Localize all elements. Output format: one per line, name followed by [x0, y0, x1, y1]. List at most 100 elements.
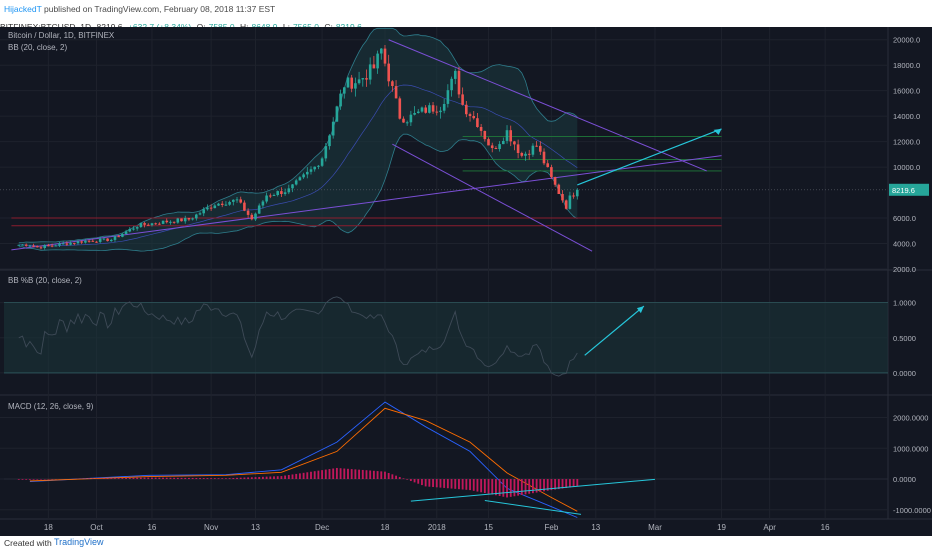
candle-body	[446, 90, 450, 104]
candle-body	[306, 171, 309, 175]
chart-svg[interactable]: 18 Oct 16 Nov 13 Dec 18 2018 15 Feb 13 Mar 19 Apr 16 20…	[0, 27, 932, 536]
bbb-line	[18, 296, 578, 377]
candle-body	[24, 244, 28, 246]
x-tick-label: 13	[251, 523, 260, 532]
candle-body	[224, 204, 228, 206]
candle-body	[520, 153, 524, 156]
candle-body	[269, 195, 272, 197]
macd-trend-line	[484, 500, 582, 515]
author-link[interactable]: HijackedT	[4, 4, 42, 14]
candle-body	[39, 247, 43, 249]
x-tick-label: Feb	[545, 523, 559, 532]
axis-layer: 18 Oct 16 Nov 13 Dec 18 2018 15 Feb 13 Mar 19 Apr 16 20…	[44, 36, 931, 532]
candle-body	[50, 245, 54, 247]
candle-body	[531, 145, 535, 155]
candle-body	[220, 203, 224, 205]
candle-body	[387, 63, 390, 82]
projection-arrow	[577, 128, 722, 186]
candle-body	[113, 236, 117, 240]
candle-body	[239, 199, 242, 203]
x-tick-label: 2018	[428, 523, 446, 532]
macd-line	[29, 401, 578, 518]
candle-body	[383, 48, 387, 64]
candle-body	[468, 114, 472, 116]
y-tick-label: 12000.0	[893, 138, 920, 147]
candle-body	[405, 122, 409, 124]
candle-body	[158, 223, 161, 225]
candle-body	[121, 234, 124, 237]
y-tick-label: 18000.0	[893, 61, 920, 70]
macd-pane	[4, 401, 888, 518]
candle-body	[428, 105, 431, 113]
candle-body	[431, 105, 435, 112]
bollinger-upper	[18, 27, 578, 244]
candle-body	[32, 245, 35, 247]
candle-body	[183, 218, 187, 222]
candle-body	[476, 118, 479, 127]
x-tick-label: Dec	[315, 523, 329, 532]
candle-body	[195, 214, 198, 219]
candle-body	[235, 199, 239, 201]
candle-body	[265, 195, 268, 202]
candle-body	[372, 64, 376, 69]
candle-body	[69, 242, 72, 245]
bollinger-basis	[18, 84, 578, 247]
candle-body	[435, 111, 439, 113]
tradingview-logo[interactable]: TradingView	[54, 537, 104, 547]
last-price-label: 8219.6	[892, 186, 915, 195]
chart-area[interactable]: 18 Oct 16 Nov 13 Dec 18 2018 15 Feb 13 Mar 19 Apr 16 20…	[0, 27, 932, 536]
candle-body	[287, 188, 291, 193]
candle-body	[65, 243, 69, 245]
candle-body	[324, 146, 328, 159]
candle-body	[198, 213, 202, 215]
candle-body	[206, 207, 209, 210]
signal-line	[29, 407, 578, 512]
candle-body	[80, 241, 83, 243]
published-text: published on TradingView.com, February 0…	[41, 4, 276, 14]
candle-body	[479, 127, 483, 131]
price-title: Bitcoin / Dollar, 1D, BITFINEX	[8, 31, 115, 40]
candle-body	[524, 153, 527, 156]
x-tick-label: 18	[381, 523, 390, 532]
x-tick-label: 19	[717, 523, 726, 532]
bollinger-lower	[18, 133, 578, 252]
candle-body	[213, 205, 217, 209]
candle-body	[357, 79, 361, 84]
candle-body	[154, 223, 157, 225]
x-tick-label: 13	[591, 523, 600, 532]
candle-body	[313, 166, 316, 170]
candle-body	[117, 236, 120, 238]
candle-body	[564, 200, 568, 209]
x-tick-label: 15	[484, 523, 493, 532]
candle-body	[58, 243, 61, 246]
candle-body	[417, 111, 420, 113]
candle-body	[294, 180, 298, 185]
candle-body	[98, 238, 102, 242]
candle-body	[102, 238, 106, 240]
candle-body	[276, 191, 279, 195]
price-pane	[0, 27, 888, 252]
candle-body	[47, 245, 50, 247]
candle-body	[280, 191, 283, 194]
last-price-badge	[889, 183, 929, 196]
candle-body	[161, 220, 165, 224]
candle-body	[328, 135, 331, 147]
candle-body	[354, 83, 357, 89]
candle-body	[368, 64, 372, 80]
x-tick-label: Apr	[763, 523, 776, 532]
candle-body	[494, 148, 498, 149]
candle-body	[339, 93, 342, 107]
candle-body	[557, 184, 561, 194]
candle-body	[516, 144, 520, 153]
y-tick-label: 10000.0	[893, 163, 920, 172]
candle-body	[283, 192, 287, 194]
candle-body	[553, 177, 557, 185]
candle-body	[472, 116, 475, 119]
y-tick-label: 0.5000	[893, 334, 916, 343]
candle-body	[513, 141, 516, 145]
candle-body	[261, 201, 265, 206]
candle-body	[320, 158, 324, 166]
candle-body	[394, 86, 398, 99]
publish-line: HijackedT published on TradingView.com, …	[4, 4, 275, 14]
candle-body	[576, 189, 579, 197]
